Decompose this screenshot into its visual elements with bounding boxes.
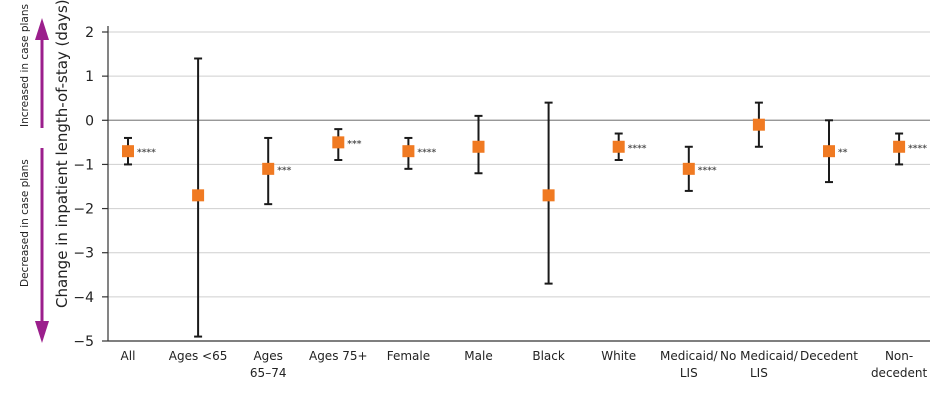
- x-category-label: White: [601, 349, 636, 363]
- data-labels: ************** ********** ****: [137, 139, 927, 175]
- data-point: [682, 162, 695, 175]
- data-point: [612, 140, 625, 153]
- down-arrowhead-icon: [35, 321, 49, 343]
- grid-lines: [108, 31, 930, 342]
- side-label-decrease: Decreased in case plans: [19, 159, 31, 287]
- significance-label: ****: [417, 148, 436, 158]
- x-category-label: All: [121, 349, 136, 363]
- data-point: [542, 189, 555, 202]
- x-category-label: Non-: [885, 349, 913, 363]
- data-point: [823, 145, 835, 158]
- y-axis-label: Change in inpatient length-of-stay (days…: [53, 0, 71, 308]
- significance-label: ****: [628, 144, 647, 154]
- data-point: [472, 140, 485, 153]
- significance-label: **: [838, 148, 848, 158]
- data-point: [332, 136, 345, 149]
- significance-label: ***: [277, 166, 291, 176]
- x-category-label: Ages <65: [169, 349, 228, 363]
- significance-label: ****: [698, 166, 717, 176]
- x-category-label: LIS: [750, 366, 768, 380]
- x-category-label: Male: [464, 349, 492, 363]
- y-tick-label: 1: [85, 69, 94, 85]
- data-point: [192, 189, 205, 202]
- x-category-label: Ages 75+: [309, 349, 368, 363]
- x-category-label: Female: [387, 349, 430, 363]
- x-category-label: Medicaid/: [660, 349, 719, 363]
- significance-label: ****: [137, 148, 156, 158]
- up-arrowhead-icon: [35, 18, 49, 40]
- x-category-label: No Medicaid/: [720, 349, 799, 363]
- x-axis: All Ages <65 Ages 65–74 Ages 75+ Female Male Bl…: [108, 340, 930, 380]
- data-point: [752, 118, 765, 131]
- data-point: [122, 145, 134, 158]
- significance-label: ***: [347, 139, 361, 149]
- data-point: [402, 145, 415, 158]
- y-tick-label: 2: [85, 25, 94, 41]
- error-bars: [124, 57, 904, 338]
- data-point: [893, 140, 906, 153]
- y-tick-label: −1: [73, 157, 94, 173]
- data-points: [122, 118, 906, 202]
- y-tick-label: −2: [73, 202, 94, 218]
- y-tick-label: −3: [73, 246, 94, 262]
- x-category-label: Decedent: [800, 349, 858, 363]
- x-category-label: Ages: [253, 349, 282, 363]
- y-tick-label: 0: [85, 113, 94, 129]
- side-label-increase: Increased in case plans: [19, 4, 31, 127]
- y-tick-label: −5: [73, 334, 94, 350]
- x-category-label: LIS: [680, 366, 698, 380]
- significance-label: ****: [908, 144, 927, 154]
- data-point: [262, 162, 275, 175]
- y-axis: 2 1 0 −1 −2 −3 −4 −5: [73, 25, 109, 350]
- y-tick-label: −4: [73, 290, 94, 306]
- direction-arrows: [35, 18, 49, 343]
- x-category-label: Black: [532, 349, 565, 363]
- x-category-label: 65–74: [250, 366, 287, 380]
- x-category-label: decedent: [871, 366, 928, 380]
